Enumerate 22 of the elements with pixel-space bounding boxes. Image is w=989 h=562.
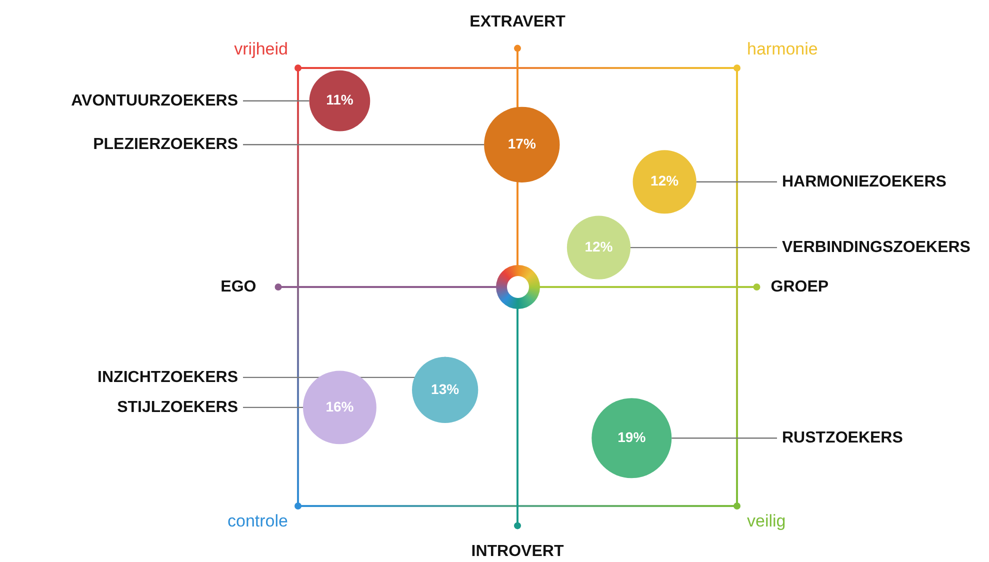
text: INTROVERT: [471, 543, 564, 560]
text: controle: [228, 512, 288, 531]
category-label: RUSTZOEKERS: [782, 430, 904, 447]
text: veilig: [747, 512, 786, 531]
data-label: 17%: [508, 136, 536, 152]
data-label: 19%: [618, 428, 646, 445]
category-label: INZICHTZOEKERS: [98, 368, 238, 386]
data-label: 12%: [584, 238, 614, 254]
category-label: HARMONIEZOEKERS: [782, 173, 947, 190]
data-label: 13%: [431, 380, 460, 397]
category-label: AVONTUURZOEKERS: [71, 92, 238, 110]
text: EXTRAVERT: [470, 14, 566, 31]
data-label: 16%: [326, 398, 354, 414]
data-label: 12%: [650, 172, 680, 189]
data-label: 11%: [326, 92, 354, 108]
text: GROEP: [770, 278, 829, 296]
text: EGO: [220, 278, 256, 296]
category-label: STIJLZOEKERS: [117, 398, 238, 416]
category-label: VERBINDINGSZOEKERS: [782, 238, 971, 256]
category-label: PLEZIERZOEKERS: [93, 136, 238, 154]
text: harmonie: [747, 40, 818, 59]
text: vrijheid: [234, 40, 288, 59]
